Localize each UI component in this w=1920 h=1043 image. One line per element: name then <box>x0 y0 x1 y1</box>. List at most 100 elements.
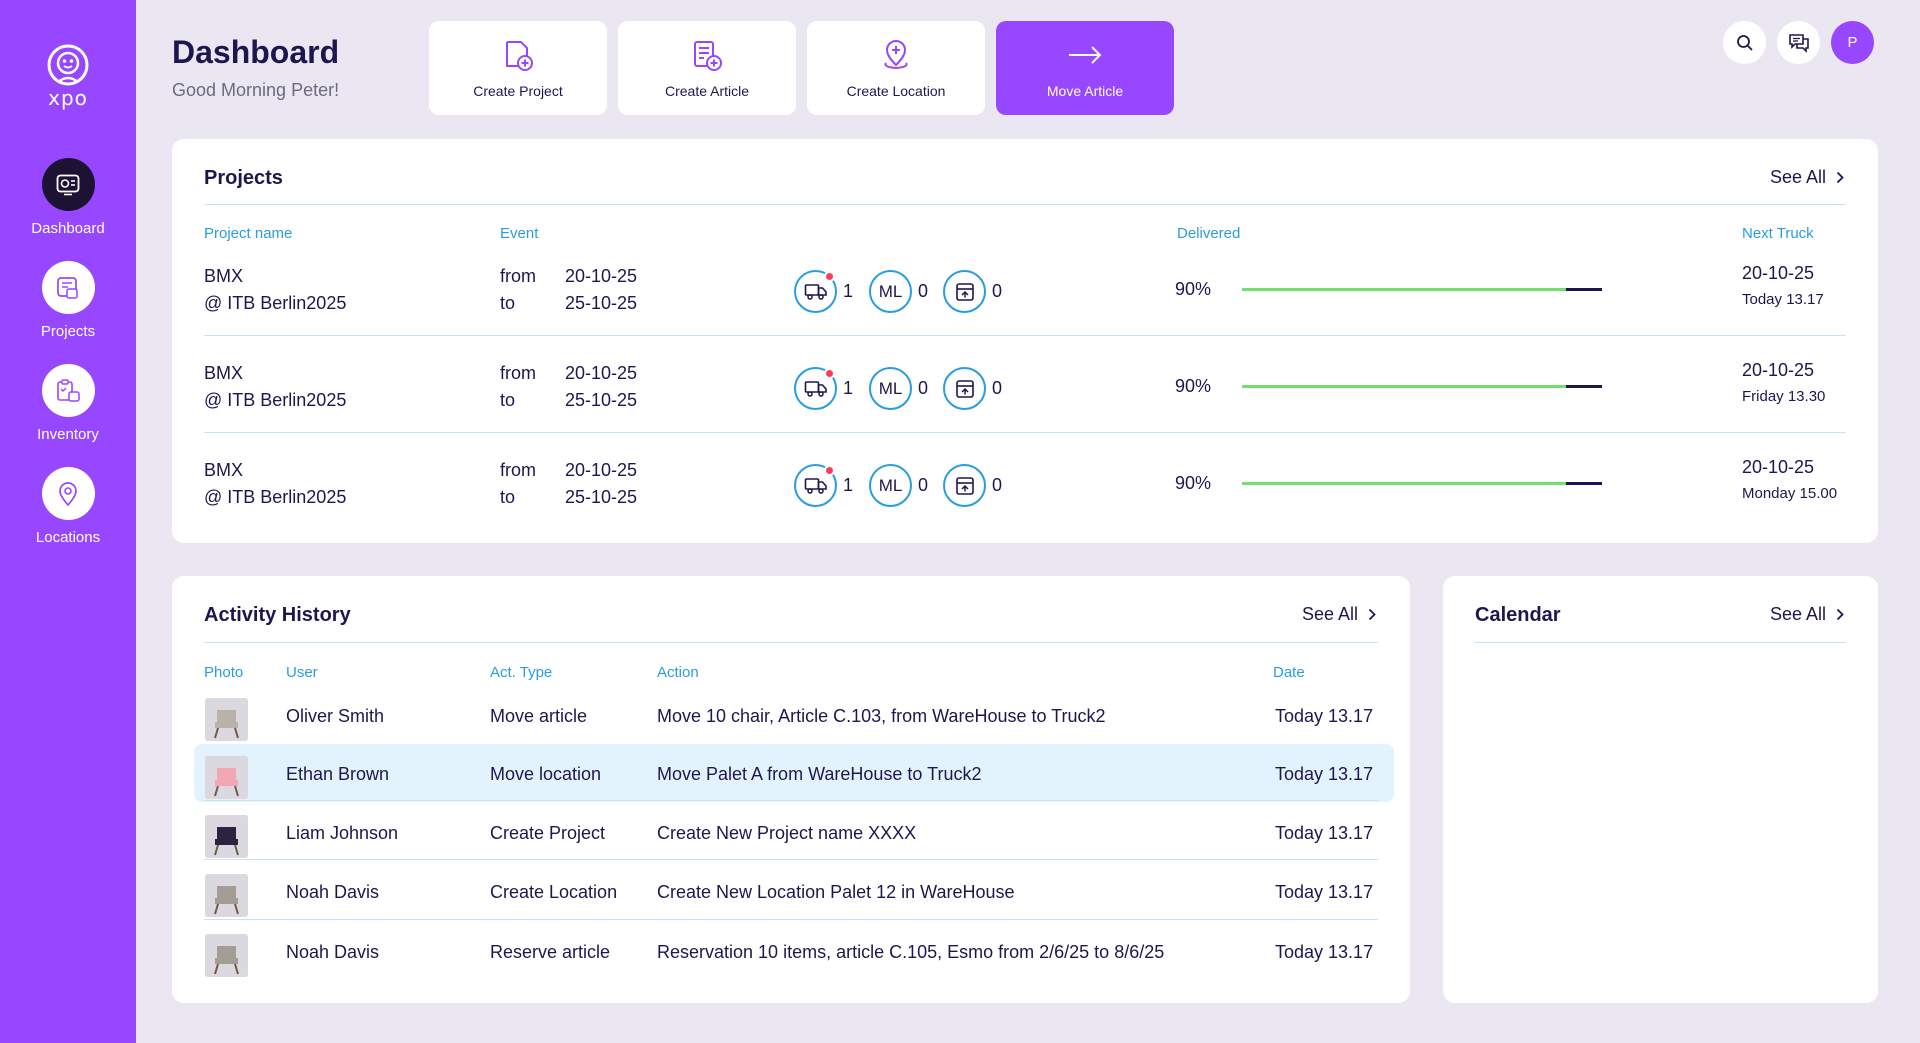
sidebar-item-projects[interactable]: Projects <box>8 261 128 340</box>
next-truck-time: Monday 15.00 <box>1742 485 1838 502</box>
see-all-label: See All <box>1769 604 1826 624</box>
column-header-action: Action <box>657 664 699 681</box>
move-article-button[interactable]: Move Article <box>996 21 1174 115</box>
ml-count: 0 <box>918 378 929 398</box>
truck-status[interactable]: 1 <box>794 367 853 410</box>
see-all-label: See All <box>1769 167 1826 187</box>
quick-action-label: Create Project <box>473 83 563 99</box>
create-location-icon <box>879 37 913 73</box>
box-upload-icon <box>943 464 986 507</box>
chevron-right-icon <box>1836 608 1844 621</box>
create-project-button[interactable]: Create Project <box>429 21 607 115</box>
event-dates: 20-10-25 25-10-25 <box>565 263 637 317</box>
column-header-next-truck: Next Truck <box>1742 225 1814 242</box>
sidebar-item-label: Inventory <box>37 426 99 443</box>
article-photo <box>205 756 248 799</box>
activity-user: Liam Johnson <box>286 823 399 843</box>
activity-row[interactable]: Ethan Brown Move location Move Palet A fro… <box>194 744 1394 802</box>
from-date: 20-10-25 <box>565 460 638 480</box>
box-status[interactable]: 0 <box>943 464 1002 507</box>
column-header-photo: Photo <box>204 664 244 681</box>
quick-actions: Create Project Create Article Create Loc… <box>429 21 1174 115</box>
ml-status[interactable]: ML 0 <box>869 270 928 313</box>
create-location-button[interactable]: Create Location <box>807 21 985 115</box>
divider <box>204 642 1378 643</box>
activity-type: Create Project <box>490 823 606 843</box>
create-article-button[interactable]: Create Article <box>618 21 796 115</box>
activity-date: Today 13.17 <box>1275 823 1374 843</box>
truck-status[interactable]: 1 <box>794 464 853 507</box>
box-status[interactable]: 0 <box>943 367 1002 410</box>
activity-user: Oliver Smith <box>286 706 385 726</box>
dashboard-icon <box>41 158 95 211</box>
project-name: BMX <box>204 460 244 480</box>
activity-action: Move 10 chair, Article C.103, from WareH… <box>657 706 1106 726</box>
app-logo[interactable]: xpo <box>38 42 98 114</box>
sidebar: xpo Dashboard Projects Inventory Locatio… <box>0 0 136 1043</box>
ml-badge: ML <box>869 464 912 507</box>
activity-row[interactable]: Liam Johnson Create Project Create New Pro… <box>194 803 1394 861</box>
activity-see-all-link[interactable]: See All <box>1302 604 1376 625</box>
from-label: from <box>500 460 536 480</box>
projects-icon <box>41 261 95 314</box>
ml-status[interactable]: ML 0 <box>869 464 928 507</box>
search-button[interactable] <box>1723 21 1766 64</box>
sidebar-item-dashboard[interactable]: Dashboard <box>8 158 128 237</box>
activity-type: Reserve article <box>490 942 611 962</box>
column-header-event: Event <box>500 225 539 242</box>
calendar-card: Calendar See All <box>1443 576 1878 1003</box>
project-row[interactable]: BMX @ ITB Berlin2025 from to 20-10-25 25-10-2… <box>204 336 1846 433</box>
article-photo <box>205 698 248 741</box>
article-photo <box>205 815 248 858</box>
activity-date: Today 13.17 <box>1275 706 1374 726</box>
quick-action-label: Create Article <box>664 83 750 99</box>
activity-row[interactable]: Noah Davis Create Location Create New Loca… <box>194 862 1394 920</box>
user-avatar[interactable]: P <box>1831 21 1874 64</box>
project-location: @ ITB Berlin2025 <box>204 293 347 313</box>
to-label: to <box>500 293 516 313</box>
project-location: @ ITB Berlin2025 <box>204 487 347 507</box>
truck-count: 1 <box>843 281 854 301</box>
ml-status[interactable]: ML 0 <box>869 367 928 410</box>
inventory-icon <box>41 364 95 417</box>
arrow-right-icon <box>1067 37 1103 73</box>
projects-see-all-link[interactable]: See All <box>1770 167 1844 188</box>
project-location: @ ITB Berlin2025 <box>204 390 347 410</box>
location-pin-icon <box>41 467 95 520</box>
calendar-title: Calendar <box>1475 604 1561 626</box>
truck-status[interactable]: 1 <box>794 270 853 313</box>
next-truck-date: 20-10-25 <box>1742 457 1815 477</box>
box-count: 0 <box>992 378 1003 398</box>
next-truck-date: 20-10-25 <box>1742 360 1815 380</box>
ml-badge: ML <box>869 270 912 313</box>
activity-date: Today 13.17 <box>1275 764 1374 784</box>
event-dates: 20-10-25 25-10-25 <box>565 457 637 511</box>
project-row[interactable]: BMX @ ITB Berlin2025 from to 20-10-25 25-10-2… <box>204 239 1846 336</box>
activity-row[interactable]: Noah Davis Reserve article Reservation 10 … <box>194 922 1394 980</box>
project-row[interactable]: BMX @ ITB Berlin2025 from to 20-10-25 25-10-2… <box>204 433 1846 530</box>
activity-action: Create New Project name XXXX <box>657 823 917 843</box>
next-truck-date: 20-10-25 <box>1742 263 1815 283</box>
box-status[interactable]: 0 <box>943 270 1002 313</box>
sidebar-item-inventory[interactable]: Inventory <box>8 364 128 443</box>
to-label: to <box>500 390 516 410</box>
create-article-icon <box>690 37 724 73</box>
calendar-see-all-link[interactable]: See All <box>1770 604 1844 625</box>
delivered-progress-bar <box>1242 482 1602 485</box>
divider <box>1475 642 1846 643</box>
messages-button[interactable] <box>1777 21 1820 64</box>
activity-date: Today 13.17 <box>1275 882 1374 902</box>
project-name: BMX <box>204 266 244 286</box>
quick-action-label: Move Article <box>1046 83 1124 99</box>
delivered-percent: 90% <box>1175 473 1212 493</box>
logo-text: xpo <box>48 86 88 110</box>
logo-mascot-icon <box>47 44 89 86</box>
see-all-label: See All <box>1301 604 1358 624</box>
activity-row[interactable]: Oliver Smith Move article Move 10 chair, A… <box>194 686 1394 744</box>
activity-user: Ethan Brown <box>286 764 390 784</box>
activity-action: Move Palet A from WareHouse to Truck2 <box>657 764 982 784</box>
sidebar-item-label: Projects <box>40 323 96 340</box>
sidebar-item-locations[interactable]: Locations <box>8 467 128 546</box>
progress-fill <box>1242 385 1566 388</box>
project-name-cell: BMX @ ITB Berlin2025 <box>204 360 346 414</box>
